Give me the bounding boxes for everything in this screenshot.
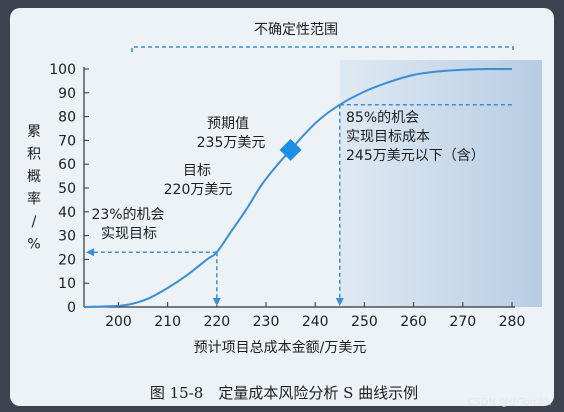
uncertainty-label: 不确定性范围: [254, 21, 338, 38]
annotation-85pct-line2: 实现目标成本: [346, 129, 430, 145]
x-tick-label: 220: [203, 314, 230, 330]
y-axis-label-char: 概: [27, 169, 41, 185]
uncertainty-bracket: [131, 46, 514, 52]
annotation-85pct-line3: 245万美元以下（含）: [346, 148, 485, 164]
annotation-expected-line1: 预期值: [207, 116, 249, 132]
arrow-left-icon: [86, 248, 94, 257]
y-axis-label-char: %: [27, 237, 40, 253]
y-tick-label: 60: [58, 157, 76, 173]
expected-value-marker: [279, 138, 302, 161]
x-tick-label: 200: [105, 314, 132, 330]
x-tick-label: 260: [400, 314, 427, 330]
x-tick-label: 250: [351, 314, 378, 330]
figure-caption: 图 15-8 定量成本风险分析 S 曲线示例: [150, 384, 418, 402]
annotation-23pct-line1: 23%的机会: [91, 207, 164, 223]
shaded-region: [339, 60, 542, 307]
csdn-watermark: CSDN @小Tomkk: [467, 396, 551, 408]
x-tick-label: 280: [499, 314, 526, 330]
arrow-down-icon: [212, 298, 221, 306]
y-tick-label: 10: [58, 276, 76, 292]
y-tick-label: 40: [58, 205, 76, 221]
y-axis-label-char: 积: [27, 147, 41, 163]
y-tick-label: 30: [58, 229, 76, 245]
y-axis-label-char: 率: [27, 191, 41, 208]
x-tick-label: 210: [154, 314, 181, 330]
annotation-target-line1: 目标: [183, 163, 211, 179]
y-axis-label-char: /: [32, 214, 37, 230]
y-tick-label: 0: [67, 300, 76, 316]
y-tick-label: 70: [58, 133, 76, 149]
annotation-85pct-line1: 85%的机会: [346, 110, 419, 126]
annotation-23pct-line2: 实现目标: [101, 226, 157, 242]
s-curve-line: [83, 67, 513, 308]
x-axis-label: 预计项目总成本金额/万美元: [194, 340, 367, 356]
y-tick-label: 20: [58, 252, 76, 268]
y-tick-label: 90: [58, 86, 76, 102]
y-axis-label-char: 累: [27, 124, 41, 140]
annotation-target-line2: 220万美元: [164, 182, 233, 198]
x-tick-label: 240: [302, 314, 329, 330]
y-tick-label: 80: [58, 110, 76, 126]
y-tick-label: 100: [49, 62, 76, 78]
annotation-expected-line2: 235万美元: [197, 135, 266, 151]
arrow-down-icon: [335, 298, 344, 306]
y-tick-label: 50: [58, 181, 76, 197]
x-tick-label: 270: [449, 314, 476, 330]
x-tick-label: 230: [253, 314, 280, 330]
